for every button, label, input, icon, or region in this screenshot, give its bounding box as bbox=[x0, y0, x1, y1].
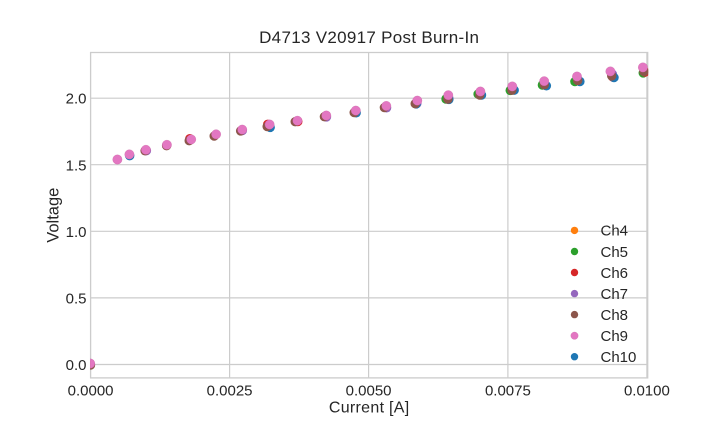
svg-text:Ch8: Ch8 bbox=[601, 307, 629, 324]
svg-text:1.0: 1.0 bbox=[66, 224, 87, 241]
svg-text:D4713 V20917 Post Burn-In: D4713 V20917 Post Burn-In bbox=[259, 28, 479, 47]
svg-text:Ch10: Ch10 bbox=[601, 349, 637, 366]
svg-text:Ch7: Ch7 bbox=[601, 286, 629, 303]
svg-text:Ch6: Ch6 bbox=[601, 265, 629, 282]
svg-text:Ch5: Ch5 bbox=[601, 244, 629, 261]
svg-text:Ch4: Ch4 bbox=[601, 223, 629, 240]
svg-text:Voltage: Voltage bbox=[45, 188, 63, 243]
svg-text:0.0025: 0.0025 bbox=[207, 383, 253, 400]
svg-text:0.0000: 0.0000 bbox=[68, 383, 114, 400]
svg-text:0.0050: 0.0050 bbox=[346, 383, 392, 400]
svg-text:1.5: 1.5 bbox=[66, 157, 87, 174]
svg-text:2.0: 2.0 bbox=[66, 91, 87, 108]
svg-text:0.0100: 0.0100 bbox=[624, 383, 670, 400]
svg-text:0.0: 0.0 bbox=[66, 357, 87, 374]
svg-text:0.5: 0.5 bbox=[66, 291, 87, 308]
svg-text:Ch9: Ch9 bbox=[601, 328, 629, 345]
svg-text:0.0075: 0.0075 bbox=[485, 383, 531, 400]
svg-text:Current [A]: Current [A] bbox=[329, 400, 410, 417]
